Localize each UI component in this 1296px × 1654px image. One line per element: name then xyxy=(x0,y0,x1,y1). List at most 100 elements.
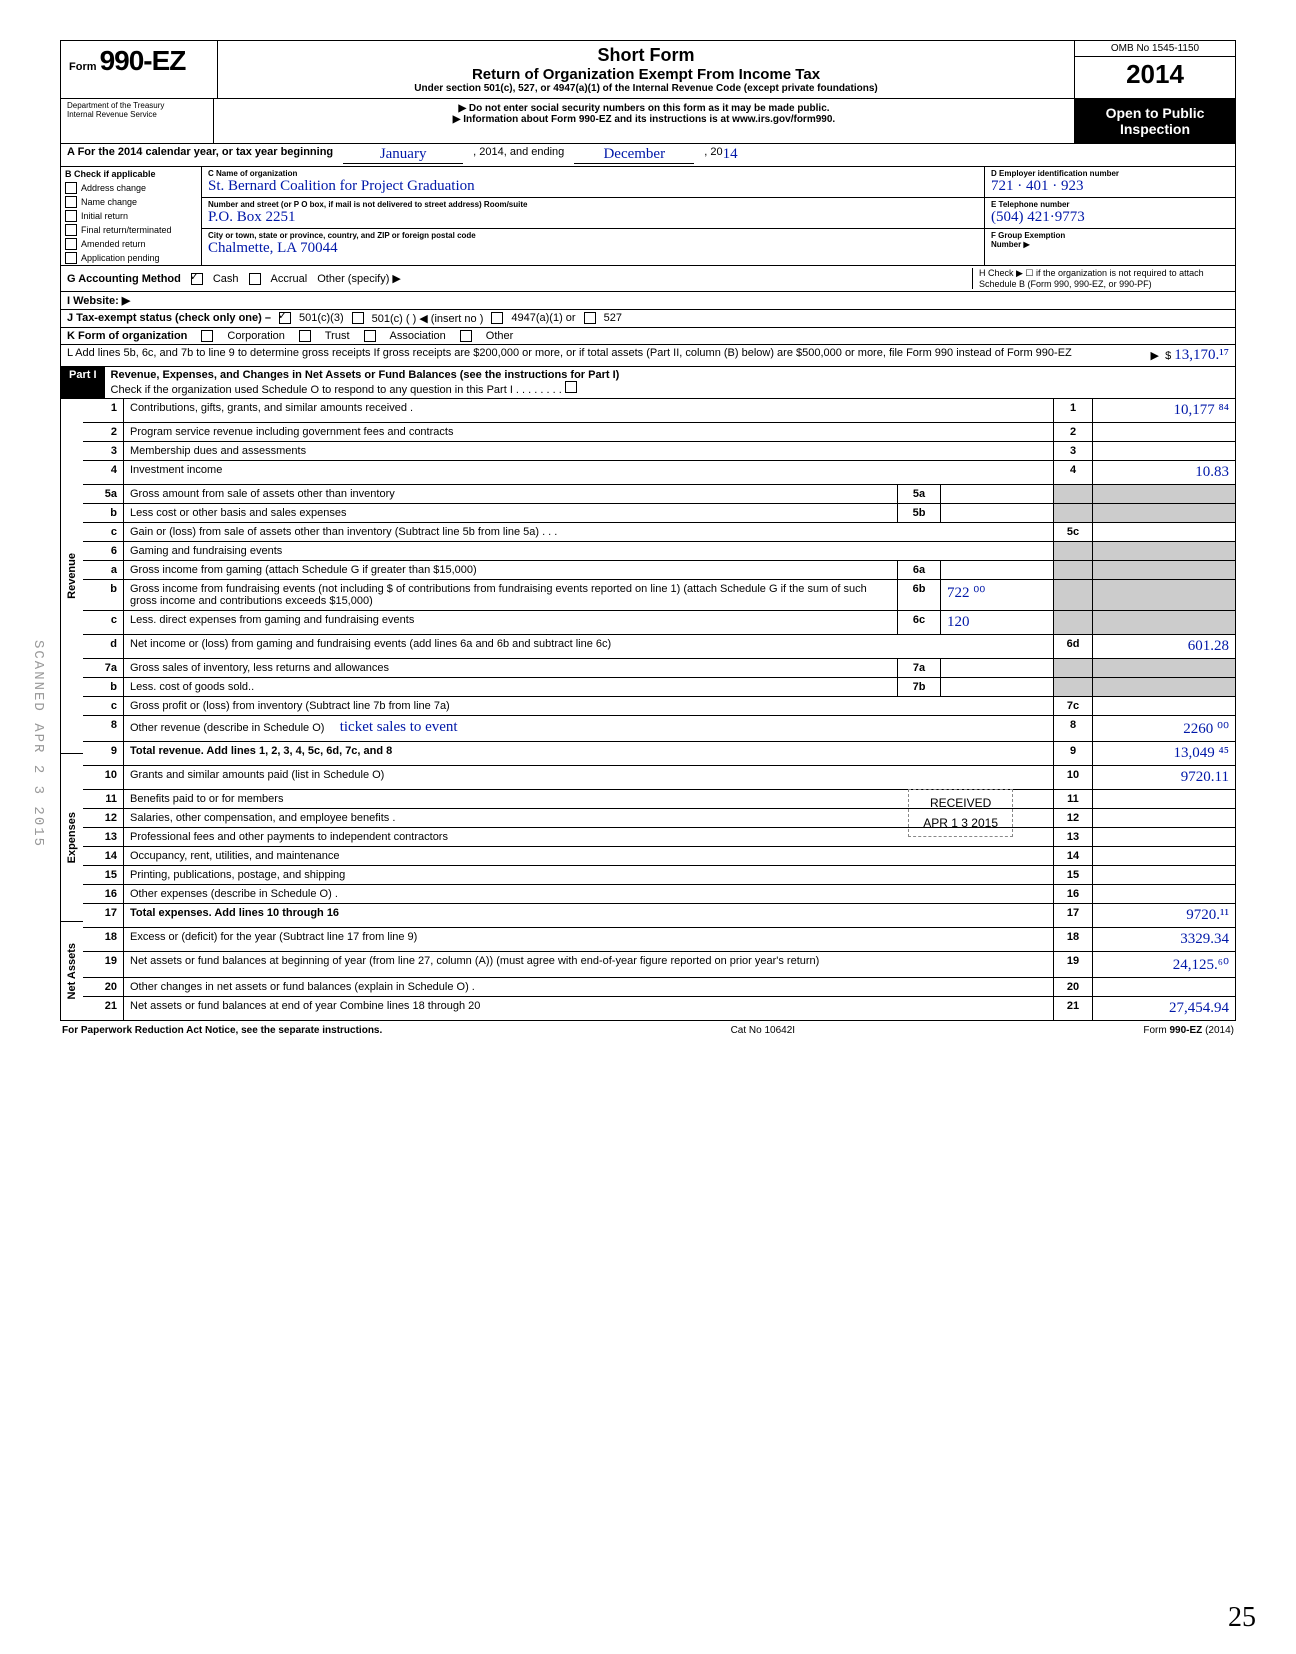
footer-left: For Paperwork Reduction Act Notice, see … xyxy=(62,1025,382,1036)
chk-accrual[interactable] xyxy=(249,273,261,285)
cell-addr: Number and street (or P O box, if mail i… xyxy=(202,198,984,229)
dept-left: Department of the Treasury Internal Reve… xyxy=(61,99,214,143)
rn-shade xyxy=(1054,504,1093,523)
result-val[interactable]: 9720.¹¹ xyxy=(1093,904,1236,928)
chk-final[interactable]: Final return/terminated xyxy=(61,223,201,237)
rowa-end[interactable]: December xyxy=(574,146,694,164)
result-val[interactable] xyxy=(1093,866,1236,885)
result-num: 11 xyxy=(1054,790,1093,809)
result-num: 10 xyxy=(1054,766,1093,790)
sub-val[interactable] xyxy=(941,678,1054,697)
line-num: b xyxy=(83,580,124,611)
line-num: 15 xyxy=(83,866,124,885)
result-val[interactable] xyxy=(1093,423,1236,442)
year: 2014 xyxy=(1075,57,1235,92)
tel[interactable]: (504) 421·9773 xyxy=(991,209,1229,226)
k3: Other xyxy=(486,330,514,342)
line-num: 21 xyxy=(83,997,124,1021)
sub-val[interactable] xyxy=(941,561,1054,580)
result-val[interactable] xyxy=(1093,809,1236,828)
result-val[interactable] xyxy=(1093,978,1236,997)
rn-shade xyxy=(1054,659,1093,678)
org-city[interactable]: Chalmette, LA 70044 xyxy=(208,240,978,257)
result-num: 21 xyxy=(1054,997,1093,1021)
part1-title: Revenue, Expenses, and Changes in Net As… xyxy=(111,369,1229,381)
result-val[interactable]: 27,454.94 xyxy=(1093,997,1236,1021)
chk-other[interactable] xyxy=(460,330,472,342)
result-val[interactable] xyxy=(1093,697,1236,716)
result-val[interactable] xyxy=(1093,790,1236,809)
line-desc: Gross profit or (loss) from inventory (S… xyxy=(124,697,1054,716)
rowa-yrv[interactable]: 14 xyxy=(723,146,738,164)
title-under: Under section 501(c), 527, or 4947(a)(1)… xyxy=(228,83,1064,94)
result-val[interactable]: 24,125.⁶⁰ xyxy=(1093,952,1236,978)
chk-501c3[interactable]: ✓ xyxy=(279,312,291,324)
line-desc: Less cost or other basis and sales expen… xyxy=(124,504,898,523)
table-row: 7aGross sales of inventory, less returns… xyxy=(83,659,1236,678)
line-num: a xyxy=(83,561,124,580)
line-desc: Gaming and fundraising events xyxy=(124,542,1054,561)
k0: Corporation xyxy=(227,330,284,342)
result-val[interactable]: 3329.34 xyxy=(1093,928,1236,952)
result-num: 15 xyxy=(1054,866,1093,885)
sub-num: 6a xyxy=(898,561,941,580)
chk-4947[interactable] xyxy=(491,312,503,324)
chk-name[interactable]: Name change xyxy=(61,195,201,209)
result-val[interactable] xyxy=(1093,828,1236,847)
rowa-begin[interactable]: January xyxy=(343,146,463,164)
result-val[interactable] xyxy=(1093,523,1236,542)
chk-assoc[interactable] xyxy=(364,330,376,342)
org-addr[interactable]: P.O. Box 2251 xyxy=(208,209,978,226)
chk-amended[interactable]: Amended return xyxy=(61,237,201,251)
open-public: Open to Public Inspection xyxy=(1075,99,1235,143)
line-num: 10 xyxy=(83,766,124,790)
line-desc: Salaries, other compensation, and employ… xyxy=(124,809,1054,828)
result-val[interactable]: 2260 ⁰⁰ xyxy=(1093,716,1236,742)
result-val[interactable]: 9720.11 xyxy=(1093,766,1236,790)
line-num: 3 xyxy=(83,442,124,461)
result-val[interactable] xyxy=(1093,442,1236,461)
chk-scho[interactable] xyxy=(565,381,577,393)
dept1: Department of the Treasury xyxy=(67,101,207,110)
result-num: 17 xyxy=(1054,904,1093,928)
name-lbl: C Name of organization xyxy=(208,169,978,178)
chk-pending[interactable]: Application pending xyxy=(61,251,201,265)
table-row: 3Membership dues and assessments3 xyxy=(83,442,1236,461)
result-val[interactable]: 10,177 ⁸⁴ xyxy=(1093,399,1236,423)
result-num: 18 xyxy=(1054,928,1093,952)
result-num: 13 xyxy=(1054,828,1093,847)
part1-tag: Part I xyxy=(61,367,105,398)
form-id-box: Form 990-EZ xyxy=(61,41,218,98)
sub-val[interactable]: 120 xyxy=(941,611,1054,635)
ein[interactable]: 721 · 401 · 923 xyxy=(991,178,1229,195)
chk-501c[interactable] xyxy=(352,312,364,324)
line-desc: Contributions, gifts, grants, and simila… xyxy=(124,399,1054,423)
sub-val[interactable] xyxy=(941,485,1054,504)
result-val[interactable]: 13,049 ⁴⁵ xyxy=(1093,742,1236,766)
side-revenue: Revenue xyxy=(64,549,80,603)
result-val[interactable]: 601.28 xyxy=(1093,635,1236,659)
org-name[interactable]: St. Bernard Coalition for Project Gradua… xyxy=(208,178,978,195)
chk-cash[interactable]: ✓ xyxy=(191,273,203,285)
result-val[interactable] xyxy=(1093,847,1236,866)
line-desc: Grants and similar amounts paid (list in… xyxy=(124,766,1054,790)
table-row: 2Program service revenue including gover… xyxy=(83,423,1236,442)
line-num: c xyxy=(83,611,124,635)
row-l: L Add lines 5b, 6c, and 7b to line 9 to … xyxy=(60,345,1236,367)
chk-527[interactable] xyxy=(584,312,596,324)
sub-val[interactable] xyxy=(941,659,1054,678)
rv-shade xyxy=(1093,659,1236,678)
chk-initial[interactable]: Initial return xyxy=(61,209,201,223)
sub-val[interactable] xyxy=(941,504,1054,523)
row-a: A For the 2014 calendar year, or tax yea… xyxy=(60,144,1236,167)
rv-shade xyxy=(1093,561,1236,580)
result-val[interactable] xyxy=(1093,885,1236,904)
sub-val[interactable]: 722 ⁰⁰ xyxy=(941,580,1054,611)
chk-address[interactable]: Address change xyxy=(61,181,201,195)
line-desc: Printing, publications, postage, and shi… xyxy=(124,866,1054,885)
result-val[interactable]: 10.83 xyxy=(1093,461,1236,485)
chk-trust[interactable] xyxy=(299,330,311,342)
l-val[interactable]: 13,170.¹⁷ xyxy=(1174,347,1229,363)
col-c: C Name of organization St. Bernard Coali… xyxy=(202,167,984,265)
chk-corp[interactable] xyxy=(201,330,213,342)
